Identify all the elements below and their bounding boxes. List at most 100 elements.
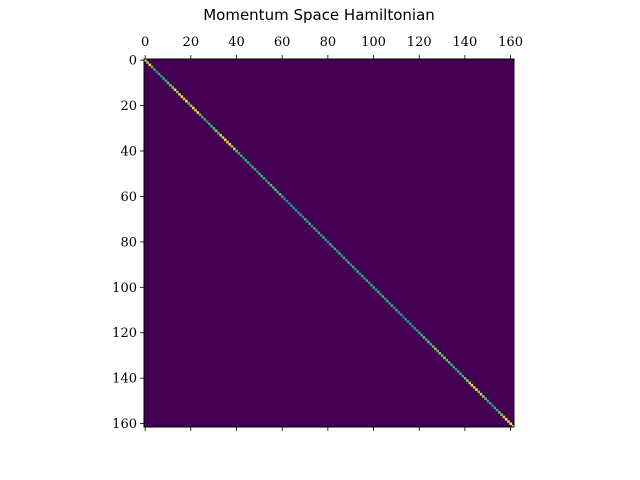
chart-title: Momentum Space Hamiltonian [203,6,435,24]
y-tick-label: 40 [120,145,137,160]
x-axis-ticks: 0 20 40 60 80 100 120 140 160 [141,35,523,431]
heatmap-cell [340,254,343,257]
heatmap-cell [322,236,325,239]
heatmap-cell [381,295,385,298]
y-tick-label: 20 [120,99,137,114]
heatmap-cell [290,204,293,207]
heatmap-cell [434,347,437,351]
heatmap-cell [495,408,499,412]
heatmap-cell [265,179,268,182]
heatmap-cell [185,99,188,103]
x-tick-label: 100 [361,35,386,50]
heatmap-cell [228,143,232,146]
heatmap-cell [351,265,355,269]
heatmap-cell [363,277,366,280]
heatmap-cell [223,138,227,142]
heatmap-cell [271,186,275,189]
x-tick-label: 140 [452,35,477,50]
heatmap-cell [276,190,280,194]
heatmap-cell [376,290,380,294]
heatmap-cell [427,340,430,344]
heatmap-cells [144,59,515,428]
heatmap-cell [347,261,350,264]
heatmap-cell [308,222,312,226]
heatmap-cell [144,59,147,62]
heatmap-cell [274,188,277,192]
heatmap-cell [463,377,467,380]
heatmap-cell [217,131,220,135]
heatmap-cell [301,215,305,219]
heatmap-cell [244,158,248,162]
heatmap-cell [367,281,371,285]
heatmap-cell [445,358,449,362]
heatmap-cell [413,327,417,330]
heatmap-cell [500,413,503,416]
heatmap-cell [484,397,487,401]
heatmap-cell [251,165,254,169]
heatmap-cell [194,108,197,112]
heatmap-cell [399,313,403,316]
heatmap-cell [390,304,394,307]
heatmap-cell [349,263,353,267]
heatmap-cell [479,392,483,396]
y-tick-label: 60 [120,190,137,205]
y-tick-label: 0 [129,54,137,69]
heatmap-cell [171,86,174,89]
heatmap-cell [242,156,245,160]
x-tick-label: 120 [407,35,432,50]
heatmap-cell [338,252,341,255]
heatmap-cell [253,168,257,171]
heatmap-cell [370,283,373,287]
heatmap-cell [262,177,266,180]
heatmap-cell [459,372,462,376]
heatmap-cell [226,140,229,144]
heatmap-cell [153,68,156,71]
x-tick-label: 60 [274,35,291,50]
heatmap-cell [180,95,184,98]
heatmap-cell [498,411,501,414]
heatmap-cell [313,227,316,230]
heatmap-cell [443,356,446,360]
heatmap-cell [164,79,168,83]
heatmap-cell [365,279,369,282]
heatmap-cell [406,320,410,323]
heatmap-cell [356,270,359,273]
heatmap-cell [424,338,428,341]
heatmap-cell [418,331,421,335]
heatmap-cell [310,224,314,228]
heatmap-cell [189,104,193,107]
heatmap-cell [472,386,476,389]
heatmap-cell [297,211,300,214]
heatmap-cell [404,317,407,321]
heatmap-cell [354,267,357,271]
heatmap-cell [169,83,172,87]
heatmap-cell [502,415,506,419]
heatmap-cell [249,163,252,167]
heatmap-cell [299,213,302,217]
heatmap-cell [267,181,270,185]
y-axis-ticks: 0 20 40 60 80 100 120 140 160 [112,54,144,432]
heatmap-cell [246,161,250,164]
heatmap-cell [159,74,163,78]
heatmap-cell [477,390,481,394]
heatmap-cell [207,122,211,126]
heatmap-cell [392,306,396,310]
heatmap-cell [303,218,307,221]
heatmap-cell [182,97,186,101]
heatmap-cell [509,422,513,426]
plot-frame [143,58,515,428]
heatmap-cell [201,115,204,119]
heatmap-cell [235,149,238,153]
heatmap-cell [422,336,426,339]
heatmap-cell [283,197,286,201]
x-tick-label: 160 [498,35,523,50]
heatmap-cell [461,374,465,378]
heatmap-cell [440,354,444,357]
y-tick-label: 100 [112,281,137,296]
heatmap-cell [411,324,414,328]
y-tick-label: 160 [112,417,137,432]
heatmap-cell [306,220,309,223]
heatmap-cell [239,154,243,157]
heatmap-cell [221,136,225,139]
heatmap-cell [281,195,284,198]
